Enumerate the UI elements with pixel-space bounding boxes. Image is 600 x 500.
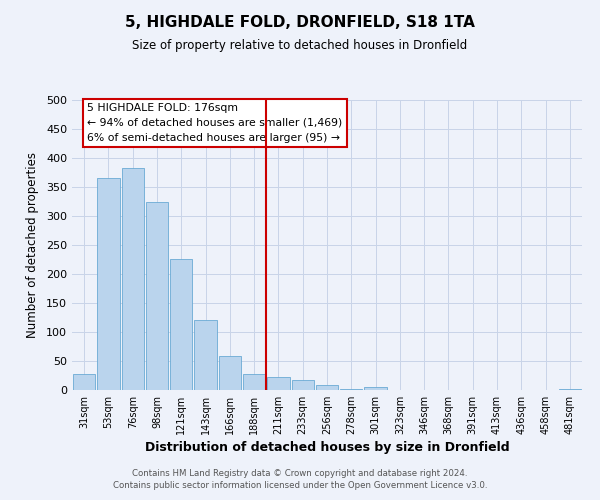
Bar	[170, 259, 193, 390]
Bar	[146, 202, 168, 390]
Bar	[267, 377, 290, 390]
Bar	[316, 386, 338, 390]
Y-axis label: Number of detached properties: Number of detached properties	[26, 152, 39, 338]
Bar	[122, 168, 144, 390]
Bar	[243, 374, 265, 390]
Bar	[97, 178, 119, 390]
Bar	[364, 387, 387, 390]
Text: Size of property relative to detached houses in Dronfield: Size of property relative to detached ho…	[133, 39, 467, 52]
Bar	[194, 320, 217, 390]
Bar	[218, 356, 241, 390]
Bar	[292, 380, 314, 390]
Text: 5 HIGHDALE FOLD: 176sqm
← 94% of detached houses are smaller (1,469)
6% of semi-: 5 HIGHDALE FOLD: 176sqm ← 94% of detache…	[88, 103, 343, 142]
Bar	[73, 374, 95, 390]
Text: 5, HIGHDALE FOLD, DRONFIELD, S18 1TA: 5, HIGHDALE FOLD, DRONFIELD, S18 1TA	[125, 15, 475, 30]
Text: Contains HM Land Registry data © Crown copyright and database right 2024.: Contains HM Land Registry data © Crown c…	[132, 468, 468, 477]
Text: Contains public sector information licensed under the Open Government Licence v3: Contains public sector information licen…	[113, 481, 487, 490]
Bar	[559, 389, 581, 390]
Bar	[340, 389, 362, 390]
X-axis label: Distribution of detached houses by size in Dronfield: Distribution of detached houses by size …	[145, 441, 509, 454]
